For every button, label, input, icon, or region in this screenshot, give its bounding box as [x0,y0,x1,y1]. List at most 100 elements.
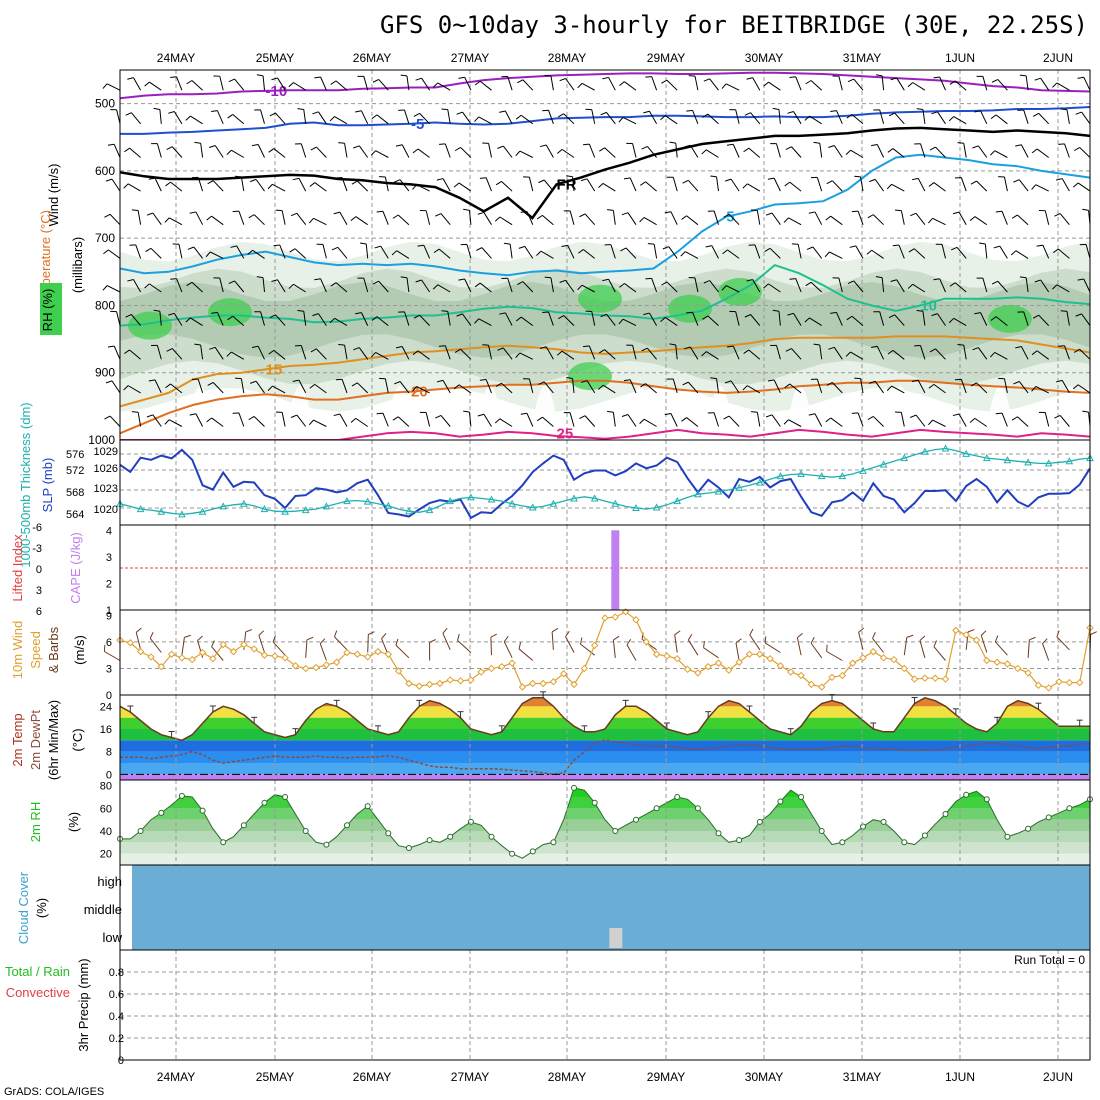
barb-staff [258,635,265,653]
upper-wind-barb [845,149,864,158]
barb-flag [463,208,470,211]
barb-staff [602,182,616,192]
barb-flag [495,382,502,388]
barb-staff [1040,279,1050,293]
barb-staff [375,150,389,158]
upper-wind-barb [557,113,575,125]
rh2m-marker [839,839,846,846]
upper-wind-barb [854,377,864,393]
upper-wind-barb [748,244,761,259]
upper-wind-barb [458,76,472,91]
barb-flag [907,82,914,88]
barb-flag [515,150,521,157]
rh-band [120,819,1090,831]
upper-wind-barb [107,143,121,158]
temp-band [120,774,1090,780]
upper-wind-barb [248,415,265,427]
upper-wind-barb [1072,384,1091,394]
barb-flag [666,378,674,380]
barb-staff [360,312,369,326]
rh2m-marker [901,839,908,846]
barb-staff [1038,314,1050,326]
barb-staff [499,418,513,427]
barb-staff [214,145,224,158]
wind10m-tick: 0 [106,690,112,702]
upper-wind-barb [1073,146,1091,158]
barb-staff [561,148,575,158]
barb-flag [661,79,668,84]
barb-staff [113,144,121,158]
upper-wind-barb [726,345,740,360]
barb-flag [851,210,859,213]
barb-flag [565,630,570,637]
upper-wind-barb [556,350,575,360]
rh-legend-swatch [40,283,62,335]
barb-staff [1059,415,1070,427]
wind10m-barb [674,630,681,653]
upper-wind-barb [170,76,183,91]
barb-flag [726,345,734,348]
bottom-date-tick: 29MAY [647,1070,685,1084]
upper-wind-barb [107,345,121,360]
barb-staff [920,345,926,360]
upper-wind-barb [682,381,699,394]
upper-wind-barb [660,317,678,327]
upper-wind-barb [998,377,1008,394]
top-date-tick: 24MAY [157,51,195,65]
barb-flag [247,249,253,255]
thickness-marker [590,494,599,502]
barb-flag [744,112,751,116]
upper-wind-barb [374,245,389,259]
barb-staff [591,311,596,326]
barb-staff [1025,277,1029,293]
upper-wind-barb [308,419,327,427]
upper-wind-barb [887,148,905,158]
barb-flag [826,180,833,185]
barb-staff [447,311,451,326]
barb-flag [970,382,977,387]
barb-flag [928,419,933,426]
rh2m-marker [509,850,516,857]
temp2m-tick: 0 [106,769,112,781]
temp2m-tick: 24 [100,701,112,713]
barb-flag [105,178,113,182]
barb-flag [580,380,588,383]
barb-flag [153,309,160,312]
barb-flag [392,416,399,421]
barb-flag [314,278,321,281]
barb-staff [997,79,1008,91]
upper-wind-barb [254,311,265,326]
wind-speed-marker [714,659,723,667]
barb-staff [622,116,637,125]
barb-staff [954,80,967,91]
barb-flag [334,630,338,638]
upper-wind-barb [640,383,657,394]
barb-staff [933,383,946,394]
barb-flag [494,216,501,222]
barb-flag [441,310,448,312]
barb-flag [394,179,401,183]
upper-wind-barb [643,110,658,125]
upper-wind-barb [267,385,286,394]
barb-staff [892,148,905,158]
barb-staff [732,144,740,158]
barb-staff [995,316,1008,326]
upper-wind-barb [151,344,162,360]
barb-staff [524,246,534,259]
barb-flag [557,315,564,320]
wind-speed-marker [921,674,929,682]
barb-flag [743,349,750,354]
thickness-marker [1024,458,1032,466]
barb-flag [211,110,218,113]
pressure-tick: 500 [95,97,115,111]
upper-wind-barb [626,344,637,360]
barb-staff [920,143,926,158]
barb-flag [970,180,977,185]
thickness-marker [776,472,785,480]
upper-wind-barb [211,110,224,125]
barb-staff [748,147,761,158]
wind10m-tick: 6 [106,637,112,649]
barb-staff [550,277,554,293]
wind-speed-marker [776,662,785,670]
barb-flag [294,345,302,347]
